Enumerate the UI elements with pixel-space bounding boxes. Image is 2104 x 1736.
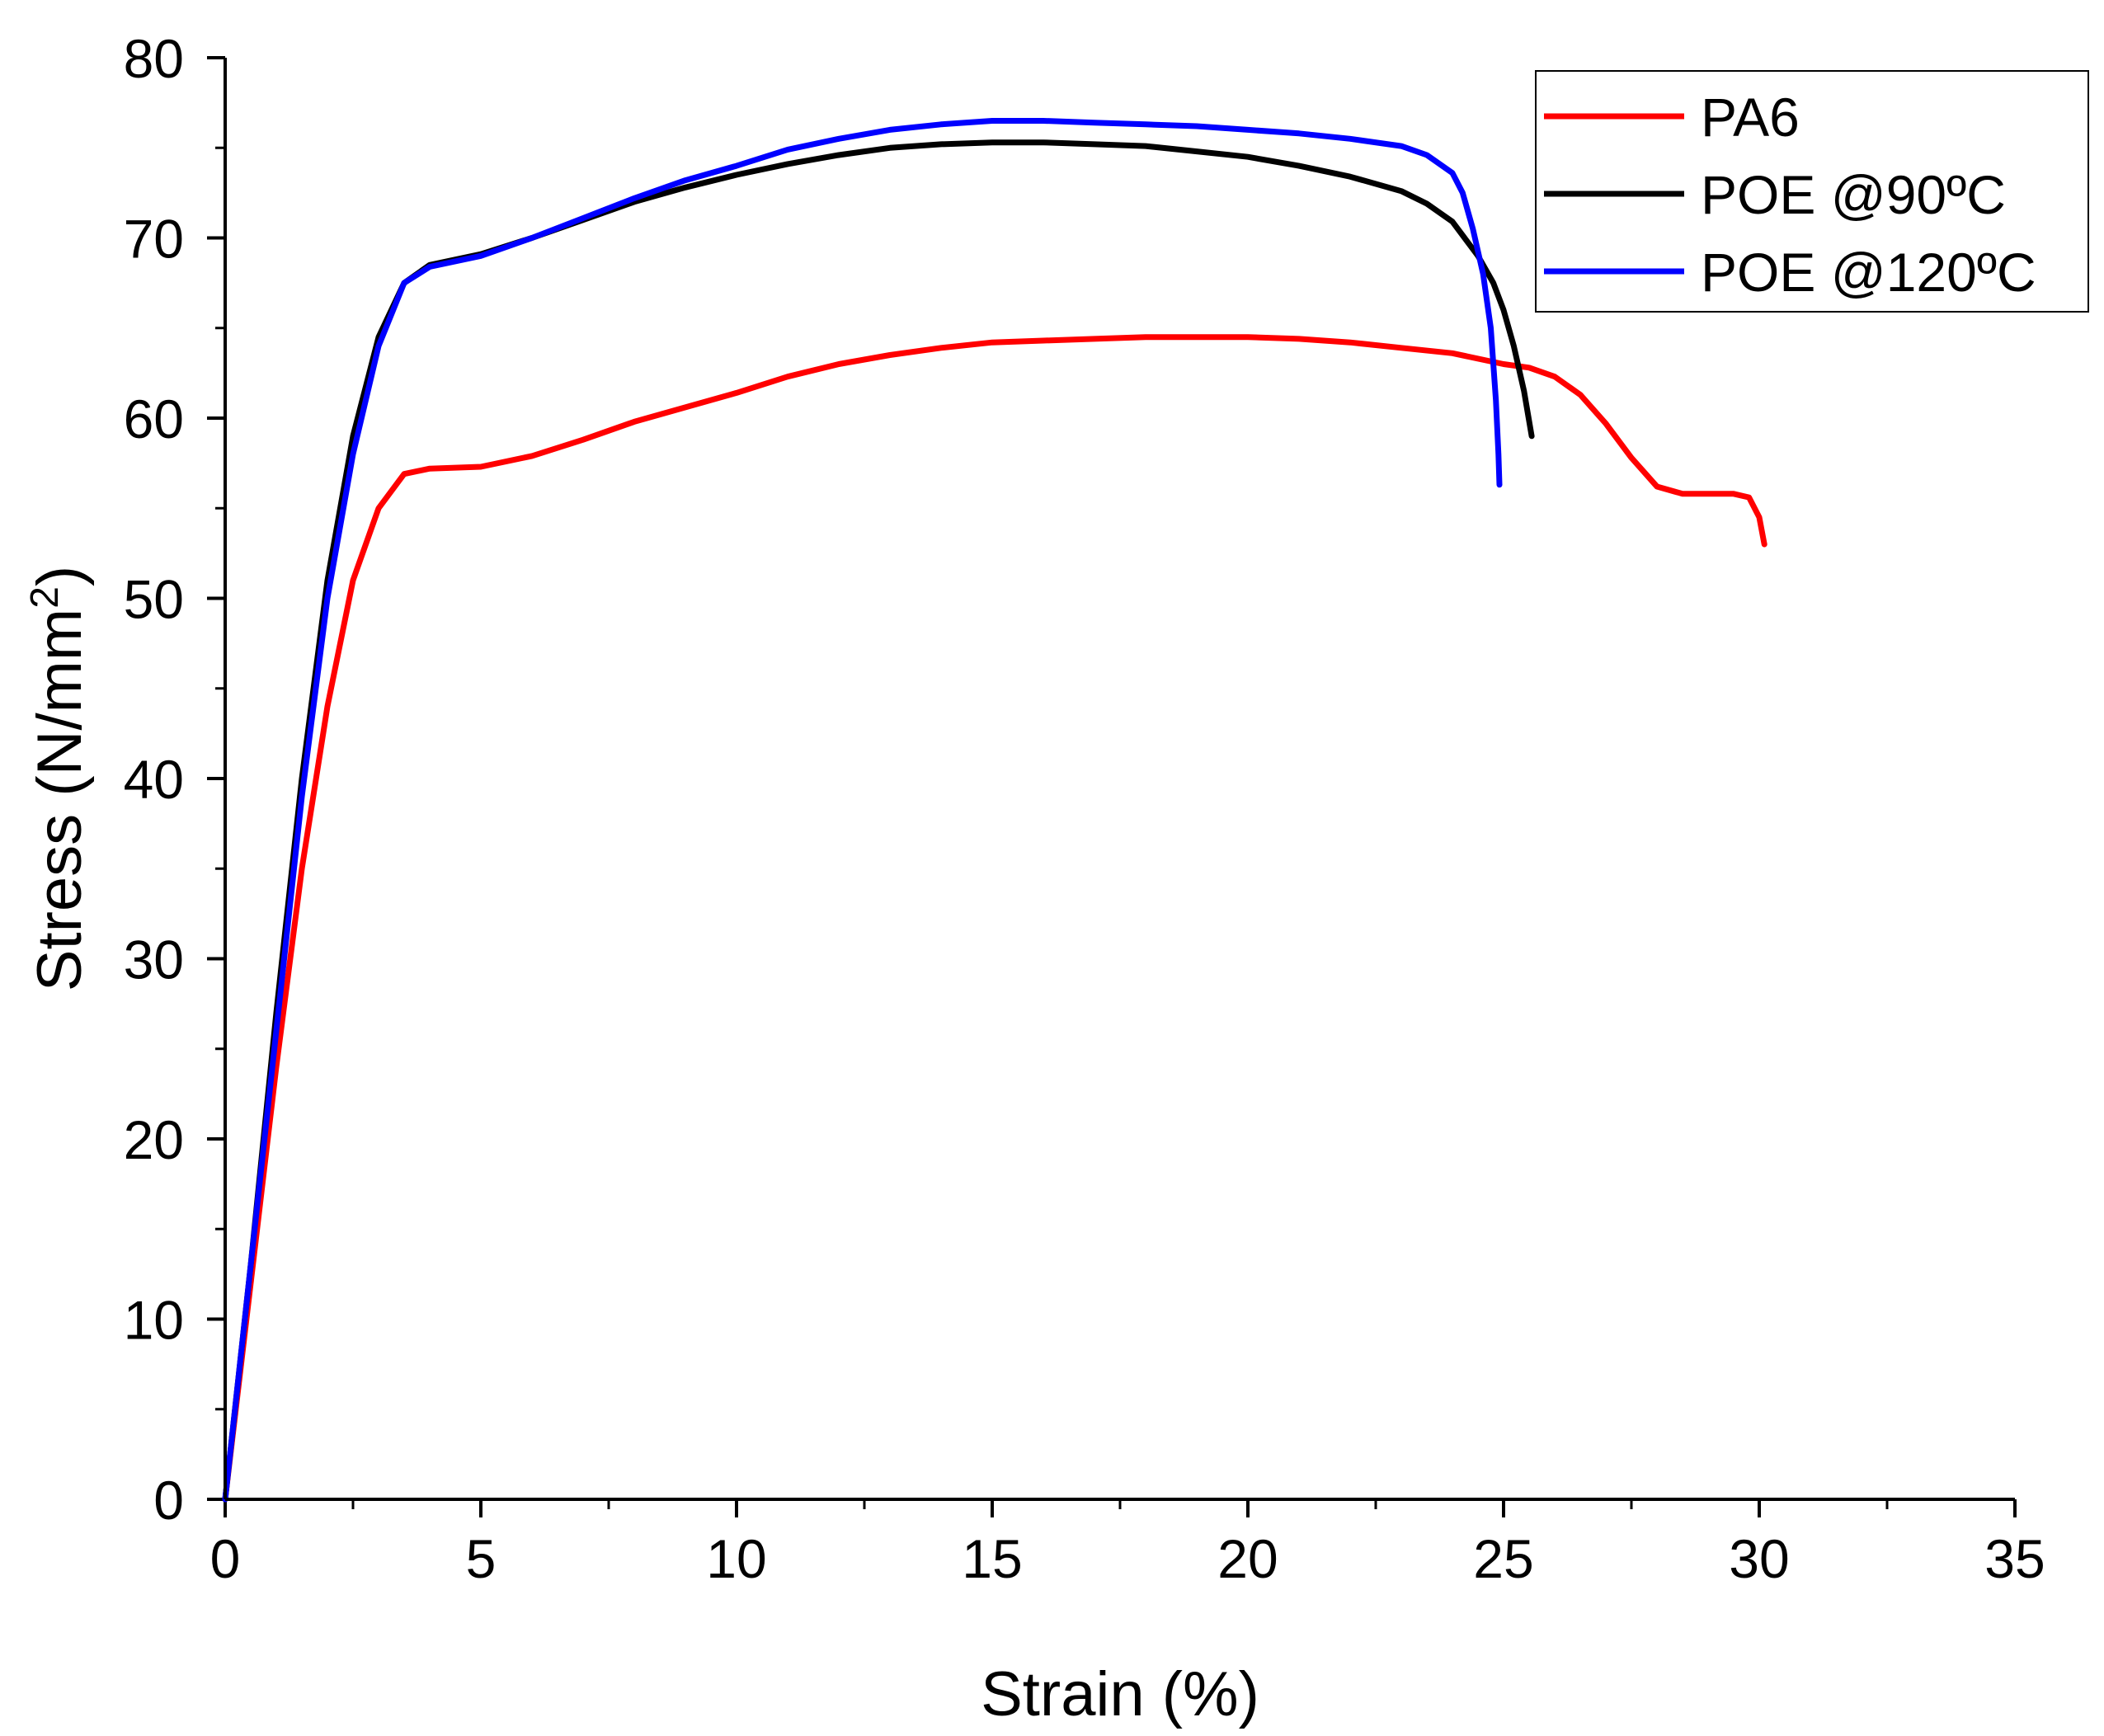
y-axis-title-close: ) <box>25 566 95 586</box>
x-tick-label: 30 <box>1729 1528 1789 1589</box>
x-axis-title: Strain (%) <box>981 1659 1259 1729</box>
x-tick-label: 10 <box>706 1528 766 1589</box>
y-tick-label: 40 <box>124 749 184 810</box>
y-tick-label: 80 <box>124 28 184 89</box>
series-layer <box>222 118 1767 1503</box>
svg-text:Stress (N/mm2): Stress (N/mm2) <box>23 566 95 991</box>
x-tick-label: 35 <box>1984 1528 2045 1589</box>
y-tick-label: 20 <box>124 1109 184 1170</box>
y-axis-title-main: Stress (N/mm <box>25 609 95 991</box>
x-tick-label: 20 <box>1217 1528 1278 1589</box>
series-line-pa6 <box>222 334 1767 1503</box>
legend: PA6 POE @90ºC POE @120ºC <box>1535 70 2089 313</box>
y-tick-label: 70 <box>124 209 184 270</box>
x-tick-label: 25 <box>1473 1528 1533 1589</box>
legend-label: PA6 <box>1701 87 1800 148</box>
y-tick-label: 30 <box>124 929 184 990</box>
y-axis-ticks: 0 10 20 30 40 50 60 70 80 <box>124 28 225 1531</box>
y-tick-label: 0 <box>153 1470 184 1531</box>
legend-label: POE @90ºC <box>1701 164 2006 225</box>
y-tick-label: 60 <box>124 388 184 449</box>
series-line-poe-90-c <box>222 139 1535 1503</box>
y-axis-title-superscript: 2 <box>23 586 67 609</box>
x-tick-label: 0 <box>210 1528 241 1589</box>
series-line-poe-120-c <box>222 118 1503 1503</box>
y-axis-title: Stress (N/mm2) <box>23 566 95 991</box>
x-axis-ticks: 0 5 10 15 20 25 30 35 <box>210 1499 2045 1589</box>
x-tick-label: 5 <box>466 1528 497 1589</box>
y-tick-label: 10 <box>124 1290 184 1351</box>
legend-label: POE @120ºC <box>1701 242 2036 303</box>
x-tick-label: 15 <box>962 1528 1022 1589</box>
y-tick-label: 50 <box>124 569 184 630</box>
